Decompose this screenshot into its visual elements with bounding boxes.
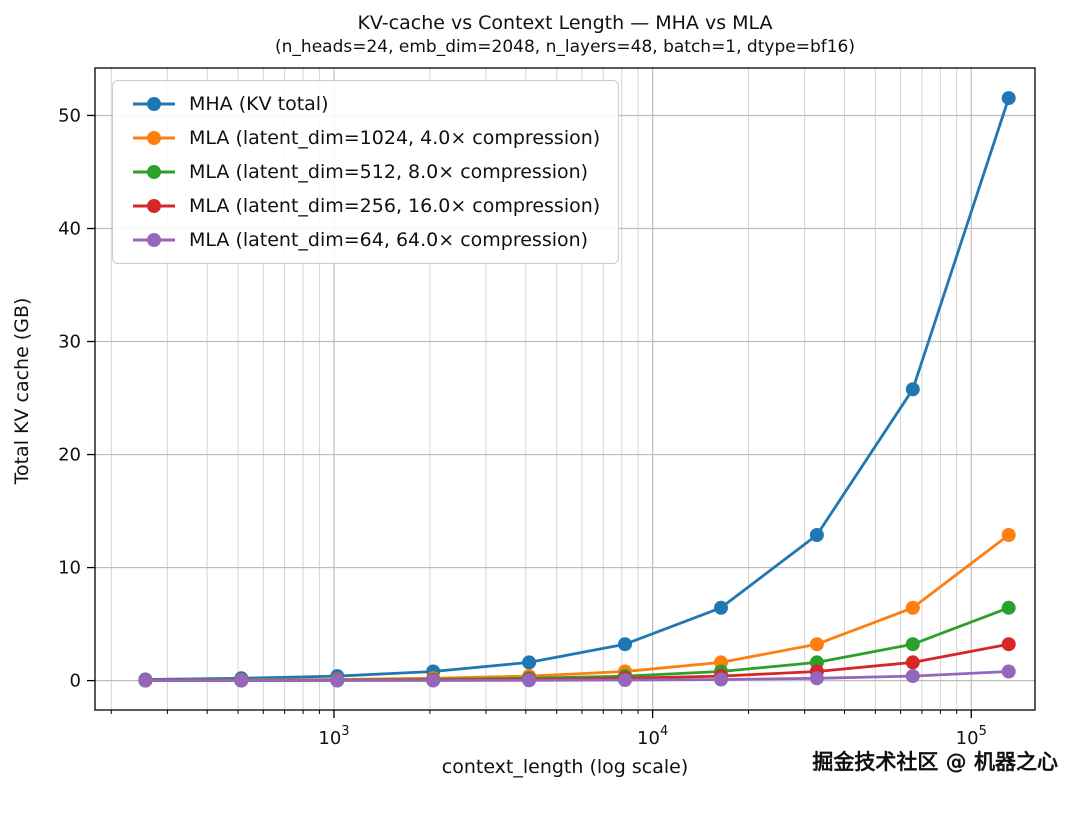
series-line [145,97,1011,681]
y-tick-label: 10 [58,558,81,579]
data-point-marker [522,655,537,670]
legend-item: MLA (latent_dim=1024, 4.0× compression) [131,127,600,149]
series-line [145,533,1010,682]
data-point-marker [138,673,153,688]
data-point-marker [905,637,920,652]
data-point-marker [905,600,920,615]
data-point-marker [809,528,824,542]
data-point-marker [714,600,728,615]
data-point-marker [809,637,824,652]
legend-item: MHA (KV total) [131,93,600,115]
data-point-marker [1001,637,1016,652]
data-point-marker [905,655,920,670]
legend-label: MLA (latent_dim=256, 16.0× compression) [189,195,601,217]
data-point-marker [714,672,728,687]
chart-title: KV-cache vs Context Length — MHA vs MLA [357,12,773,34]
legend-marker [133,233,175,247]
series-line [145,606,1010,682]
x-axis-label: context_length (log scale) [441,756,689,778]
data-point-marker [1001,600,1016,615]
y-tick-label: 0 [70,671,81,692]
data-point-marker [426,673,441,688]
watermark-text: 掘金技术社区 @ 机器之心 [812,750,1058,774]
data-point-marker [809,671,824,686]
x-tick-label: 103 [318,724,349,749]
legend-label: MLA (latent_dim=512, 8.0× compression) [189,161,589,183]
legend: MHA (KV total) MLA (latent_dim=1024, 4.0×… [112,80,620,264]
legend-label: MHA (KV total) [189,93,329,115]
data-point-marker [1001,91,1016,106]
legend-marker [133,199,175,213]
data-point-marker [330,673,345,688]
y-tick-label: 30 [58,332,81,353]
data-point-marker [905,382,920,397]
series-line [145,670,1009,682]
legend-label: MLA (latent_dim=1024, 4.0× compression) [189,127,601,149]
legend-label: MLA (latent_dim=64, 64.0× compression) [189,229,589,251]
y-axis-label: Total KV cache (GB) [11,297,33,485]
legend-item: MLA (latent_dim=256, 16.0× compression) [131,195,600,217]
x-tick-label: 104 [637,724,668,749]
y-tick-label: 40 [58,219,81,240]
data-point-marker [522,673,537,688]
y-tick-label: 20 [58,445,81,466]
legend-item: MLA (latent_dim=64, 64.0× compression) [131,229,600,251]
data-point-marker [1001,664,1016,679]
data-point-marker [618,673,632,687]
legend-marker [133,97,175,111]
y-tick-label: 50 [58,105,81,126]
data-point-marker [234,673,249,688]
chart-subtitle: (n_heads=24, emb_dim=2048, n_layers=48, … [275,37,855,57]
legend-item: MLA (latent_dim=512, 8.0× compression) [131,161,600,183]
legend-marker [133,131,175,145]
data-point-marker [905,669,920,684]
axes-border [94,67,1036,711]
legend-marker [133,165,175,179]
data-point-marker [1001,528,1016,542]
data-point-marker [618,637,632,652]
